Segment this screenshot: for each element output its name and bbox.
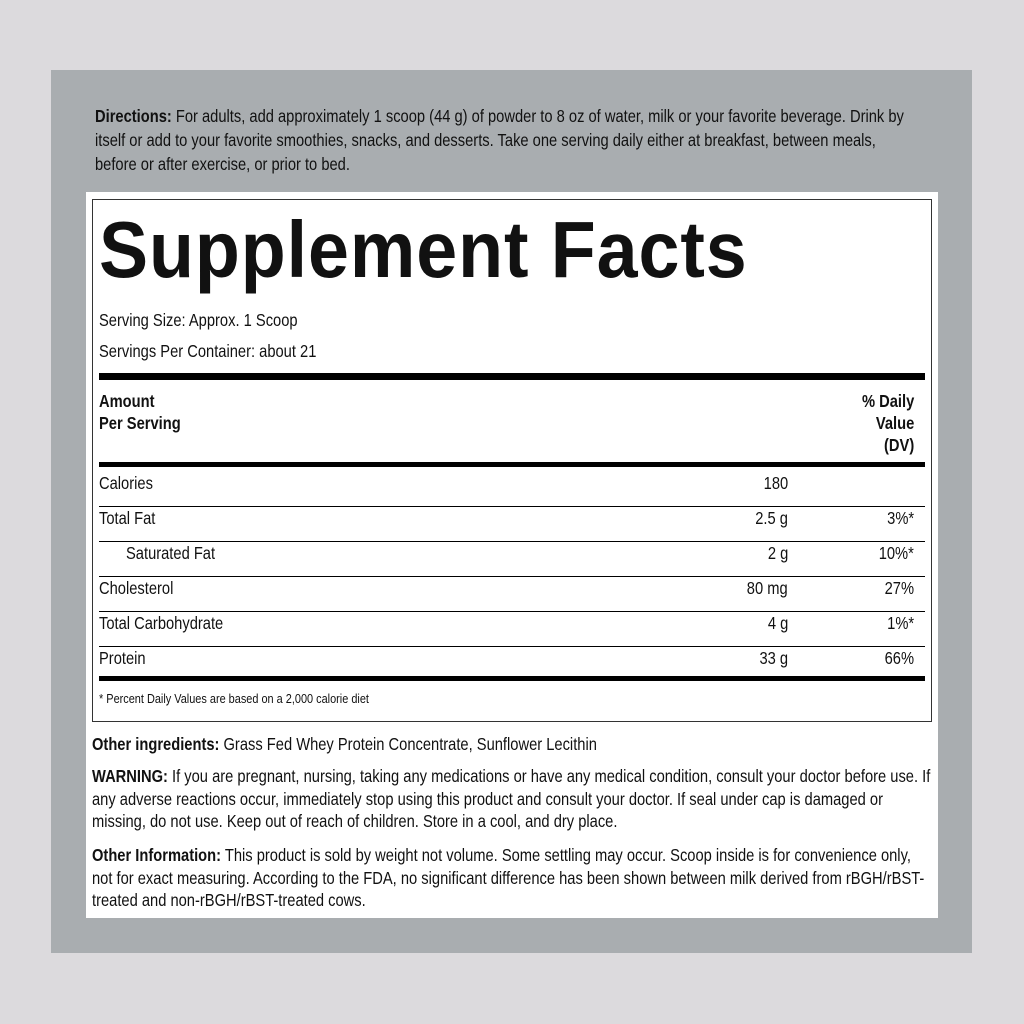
- nutrient-name: Total Carbohydrate: [99, 613, 224, 633]
- other-ingredients-text: Grass Fed Whey Protein Concentrate, Sunf…: [219, 734, 597, 754]
- directions-paragraph: Directions: For adults, add approximatel…: [95, 104, 920, 176]
- row-divider: [99, 646, 925, 647]
- nutrient-name: Total Fat: [99, 508, 156, 528]
- supplement-facts-box: Supplement Facts Serving Size: Approx. 1…: [92, 199, 932, 722]
- row-divider: [99, 541, 925, 542]
- nutrient-amount: 180: [763, 473, 788, 493]
- supplement-facts-title: Supplement Facts: [99, 205, 748, 294]
- nutrient-daily-value: 1%*: [887, 613, 914, 633]
- row-divider: [99, 506, 925, 507]
- other-information-label: Other Information:: [92, 845, 222, 865]
- thick-divider: [99, 373, 925, 380]
- serving-size: Serving Size: Approx. 1 Scoop: [99, 310, 298, 330]
- amount-per-serving-header: Amount Per Serving: [99, 390, 181, 434]
- nutrient-daily-value: 66%: [884, 648, 914, 668]
- row-divider: [99, 611, 925, 612]
- servings-per-container: Servings Per Container: about 21: [99, 341, 317, 361]
- nutrient-daily-value: 3%*: [887, 508, 914, 528]
- label-white-area: [86, 192, 938, 918]
- nutrient-name: Protein: [99, 648, 146, 668]
- warning-text: If you are pregnant, nursing, taking any…: [92, 766, 931, 831]
- dv-header-line2: Value: [875, 413, 914, 433]
- nutrient-amount: 80 mg: [747, 578, 788, 598]
- nutrient-daily-value: 27%: [884, 578, 914, 598]
- nutrient-amount: 2 g: [767, 543, 788, 563]
- nutrient-amount: 33 g: [759, 648, 788, 668]
- thick-divider: [99, 676, 925, 681]
- other-ingredients: Other ingredients: Grass Fed Whey Protei…: [92, 732, 932, 756]
- other-information-text: This product is sold by weight not volum…: [92, 845, 925, 910]
- dv-header-line1: % Daily: [861, 391, 914, 411]
- directions-text: For adults, add approximately 1 scoop (4…: [95, 106, 904, 174]
- warning-label: WARNING:: [92, 766, 168, 786]
- nutrient-name: Cholesterol: [99, 578, 174, 598]
- nutrient-name: Calories: [99, 473, 153, 493]
- thick-divider: [99, 462, 925, 467]
- nutrient-amount: 2.5 g: [755, 508, 788, 528]
- daily-value-header: % Daily Value (DV): [862, 390, 914, 456]
- other-information: Other Information: This product is sold …: [92, 844, 932, 912]
- nutrient-amount: 4 g: [767, 613, 788, 633]
- warning: WARNING: If you are pregnant, nursing, t…: [92, 765, 932, 833]
- other-ingredients-label: Other ingredients:: [92, 734, 220, 754]
- directions-label: Directions:: [95, 106, 172, 126]
- nutrient-daily-value: 10%*: [878, 543, 914, 563]
- row-divider: [99, 576, 925, 577]
- dv-header-line3: (DV): [883, 435, 914, 455]
- amount-header-line2: Per Serving: [99, 413, 181, 433]
- nutrient-name: Saturated Fat: [126, 543, 216, 563]
- amount-header-line1: Amount: [99, 391, 155, 411]
- footnote: * Percent Daily Values are based on a 2,…: [99, 691, 369, 706]
